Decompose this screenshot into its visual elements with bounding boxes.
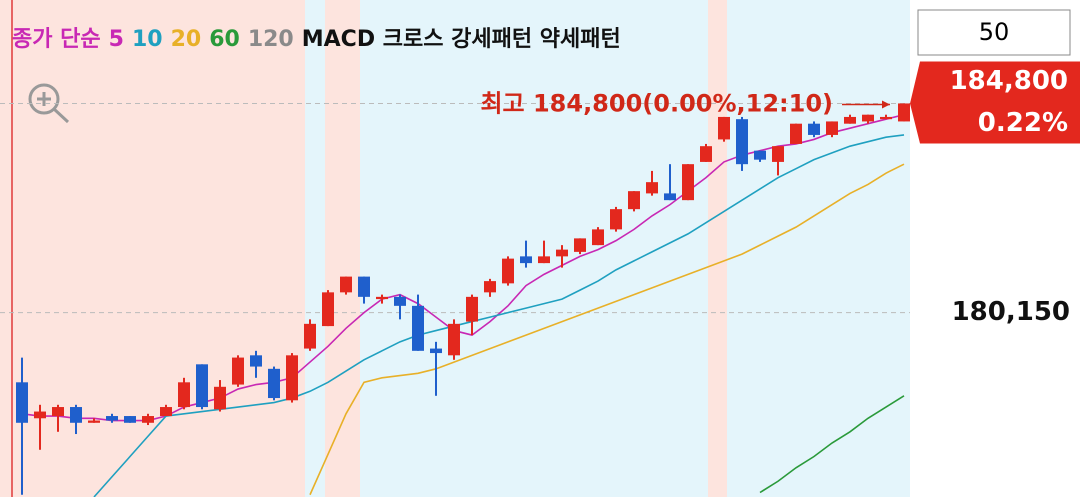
candle-body bbox=[664, 193, 676, 201]
candle-body bbox=[16, 382, 28, 423]
candle-body bbox=[520, 256, 532, 264]
candle-body bbox=[88, 420, 100, 423]
candle-body bbox=[34, 411, 46, 419]
candle-body bbox=[124, 416, 136, 423]
legend-entry: 20 bbox=[171, 27, 202, 52]
price-box bbox=[910, 61, 1080, 144]
candle-body bbox=[448, 323, 460, 356]
candle-body bbox=[430, 348, 442, 354]
legend-entry: 10 bbox=[132, 27, 163, 52]
candle-body bbox=[142, 416, 154, 423]
candle-body bbox=[358, 276, 370, 297]
candle-body bbox=[286, 355, 298, 401]
candle-body bbox=[484, 281, 496, 293]
candle-body bbox=[556, 249, 568, 257]
candle-body bbox=[682, 164, 694, 201]
candle-body bbox=[178, 382, 190, 408]
candle-body bbox=[610, 209, 622, 230]
candle-body bbox=[232, 357, 244, 385]
candle-body bbox=[736, 119, 748, 165]
candle-body bbox=[574, 238, 586, 252]
candle-body bbox=[466, 296, 478, 322]
candle-body bbox=[250, 355, 262, 367]
ma-line bbox=[309, 163, 905, 496]
legend: 종가 단순 5 10 20 60 120 MACD 크로스 강세패턴 약세패턴 bbox=[12, 27, 621, 52]
candle-body bbox=[844, 116, 856, 124]
ma-line bbox=[759, 395, 905, 494]
candle-body bbox=[322, 292, 334, 327]
candle-body bbox=[52, 407, 64, 417]
candle-body bbox=[880, 116, 892, 120]
candle-body bbox=[772, 146, 784, 162]
period[interactable]: 50 bbox=[979, 18, 1010, 46]
candle-body bbox=[754, 150, 766, 160]
candle-body bbox=[304, 323, 316, 349]
pattern-label: MACD 크로스 강세패턴 약세패턴 bbox=[302, 27, 621, 52]
candle-body bbox=[502, 258, 514, 284]
zoom-icon[interactable] bbox=[28, 83, 70, 124]
legend-prefix: 종가 단순 bbox=[12, 27, 101, 52]
candle-body bbox=[106, 416, 118, 421]
annotation-arrowhead bbox=[882, 100, 890, 109]
pattern-bands bbox=[0, 0, 910, 497]
candle-body bbox=[718, 116, 730, 140]
candle-body bbox=[826, 121, 838, 135]
candle-body bbox=[628, 191, 640, 210]
candle-body bbox=[862, 114, 874, 122]
candle-body bbox=[268, 368, 280, 399]
candle-body bbox=[394, 296, 406, 306]
candle-body bbox=[70, 407, 82, 423]
legend-entry: 60 bbox=[209, 27, 240, 52]
change-rate: 0.22% bbox=[978, 108, 1068, 138]
ma-line bbox=[93, 134, 905, 498]
candle-body bbox=[700, 146, 712, 162]
period-box[interactable] bbox=[917, 9, 1071, 56]
y-tick-label: 180,150 bbox=[952, 297, 1070, 327]
legend-entry: 120 bbox=[248, 27, 294, 52]
candle-body bbox=[538, 256, 550, 264]
candle-body bbox=[160, 407, 172, 417]
candle-body bbox=[898, 103, 910, 122]
candle-body bbox=[340, 276, 352, 293]
candle-body bbox=[412, 305, 424, 351]
candle-body bbox=[196, 364, 208, 408]
legend-entry: 5 bbox=[109, 27, 124, 52]
candle-body bbox=[376, 296, 388, 300]
high-annotation: 최고 184,800(0.00%,12:10) bbox=[480, 89, 833, 117]
current-price: 184,800 bbox=[950, 66, 1068, 96]
candle-body bbox=[790, 123, 802, 144]
candle-body bbox=[808, 123, 820, 135]
candle-body bbox=[592, 229, 604, 246]
candle-body bbox=[214, 386, 226, 410]
candle-body bbox=[646, 182, 658, 194]
